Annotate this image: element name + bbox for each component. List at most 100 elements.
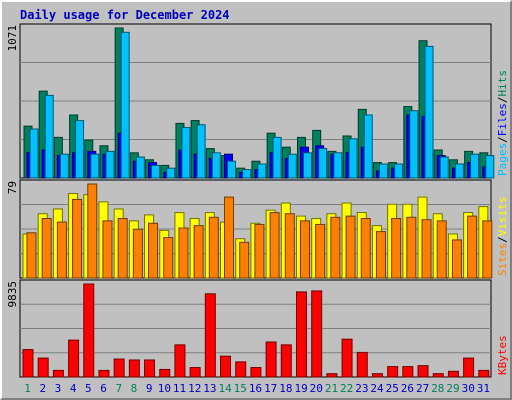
x-tick-label: 18 — [279, 382, 292, 395]
kbytes-bar — [265, 341, 277, 378]
pages-bar — [485, 155, 495, 179]
kbytes-bar — [220, 355, 232, 378]
pages-bar — [59, 153, 69, 179]
kbytes-bar — [98, 369, 110, 378]
sites-bar — [451, 239, 462, 279]
x-tick-label: 20 — [310, 382, 323, 395]
pages-bar — [196, 124, 206, 179]
sites-bar — [132, 228, 143, 279]
legend-slash: / — [496, 136, 509, 143]
kbytes-bar — [402, 366, 414, 378]
pages-bar — [302, 152, 312, 179]
kbytes-bar — [83, 283, 95, 378]
legend-visits: Visits — [496, 197, 509, 237]
legend-sites: Sites — [496, 243, 509, 276]
pages-bar — [44, 94, 54, 179]
sites-bar — [239, 241, 250, 279]
x-tick-label: 17 — [264, 382, 277, 395]
x-tick-label: 13 — [203, 382, 216, 395]
sites-bar — [482, 220, 493, 279]
pages-bar — [29, 128, 39, 179]
kbytes-bar — [295, 291, 307, 378]
x-tick-label: 31 — [477, 382, 490, 395]
sites-bar — [41, 218, 52, 279]
kbytes-bar — [189, 367, 201, 378]
x-tick-label: 9 — [146, 382, 153, 395]
x-tick-label: 14 — [218, 382, 232, 395]
pages-bar — [75, 120, 85, 179]
kbytes-bar — [128, 359, 140, 378]
x-tick-label: 25 — [386, 382, 399, 395]
sites-bar — [375, 231, 386, 279]
kbytes-bar — [144, 359, 156, 378]
sites-bar — [299, 220, 310, 279]
kbytes-bar — [235, 361, 247, 378]
x-tick-label: 1 — [24, 382, 31, 395]
kbytes-bar — [174, 344, 186, 378]
x-tick-label: 27 — [416, 382, 429, 395]
panel-2-ymax-label: 79 — [6, 181, 19, 194]
panel-1-ymax-label: 1071 — [6, 25, 19, 52]
sites-bar — [208, 216, 219, 279]
legend-panel3: KBytes — [496, 335, 509, 375]
pages-bar — [227, 160, 237, 179]
sites-bar — [360, 218, 371, 279]
kbytes-bar — [463, 357, 475, 378]
x-tick-label: 26 — [401, 382, 414, 395]
x-tick-label: 6 — [100, 382, 107, 395]
kbytes-bar — [387, 366, 399, 378]
x-tick-label: 10 — [158, 382, 171, 395]
chart-title: Daily usage for December 2024 — [20, 8, 230, 22]
pages-bar — [166, 167, 176, 179]
kbytes-bar — [113, 358, 125, 378]
kbytes-bar — [68, 339, 80, 378]
legend-hits: Hits — [496, 70, 509, 97]
kbytes-bar — [52, 369, 64, 378]
sites-bar — [224, 196, 235, 279]
sites-bar — [117, 218, 128, 279]
x-tick-label: 2 — [39, 382, 46, 395]
pages-bar — [257, 163, 267, 179]
kbytes-bar — [37, 357, 49, 378]
kbytes-bar — [159, 368, 171, 378]
legend-slash: / — [496, 97, 509, 104]
x-tick-label: 7 — [115, 382, 122, 395]
sites-bar — [421, 219, 432, 279]
sites-bar — [391, 218, 402, 279]
sites-bar — [284, 213, 295, 279]
x-tick-label: 23 — [355, 382, 368, 395]
legend-panel2: Sites/Visits — [496, 197, 509, 277]
x-tick-label: 11 — [173, 382, 186, 395]
sites-bar — [467, 215, 478, 279]
x-tick-label: 16 — [249, 382, 262, 395]
pages-bar — [242, 169, 252, 179]
sites-bar — [72, 198, 83, 279]
pages-bar — [287, 153, 297, 179]
sites-bar — [87, 183, 98, 279]
kbytes-bar — [250, 367, 262, 378]
pages-bar — [120, 31, 130, 179]
sites-bar — [254, 223, 265, 279]
kbytes-bar — [311, 290, 323, 378]
pages-bar — [378, 163, 388, 179]
kbytes-bar — [326, 373, 338, 378]
sites-bar — [148, 222, 159, 279]
pages-bar — [470, 153, 480, 179]
sites-bar — [269, 212, 280, 279]
kbytes-bar — [371, 373, 383, 378]
pages-bar — [439, 156, 449, 179]
sites-bar — [26, 232, 37, 279]
kbytes-bar — [417, 365, 429, 378]
pages-bar — [211, 152, 221, 179]
sites-bar — [406, 216, 417, 279]
sites-bar — [345, 215, 356, 279]
pages-bar — [333, 152, 343, 179]
legend-kbytes: KBytes — [496, 335, 509, 375]
legend-panel1: Pages/Files/Hits — [496, 70, 509, 176]
x-tick-label: 28 — [431, 382, 444, 395]
pages-bar — [105, 150, 115, 179]
sites-bar — [102, 220, 113, 279]
x-tick-label: 19 — [294, 382, 307, 395]
pages-bar — [394, 163, 404, 179]
kbytes-bar — [432, 373, 444, 378]
